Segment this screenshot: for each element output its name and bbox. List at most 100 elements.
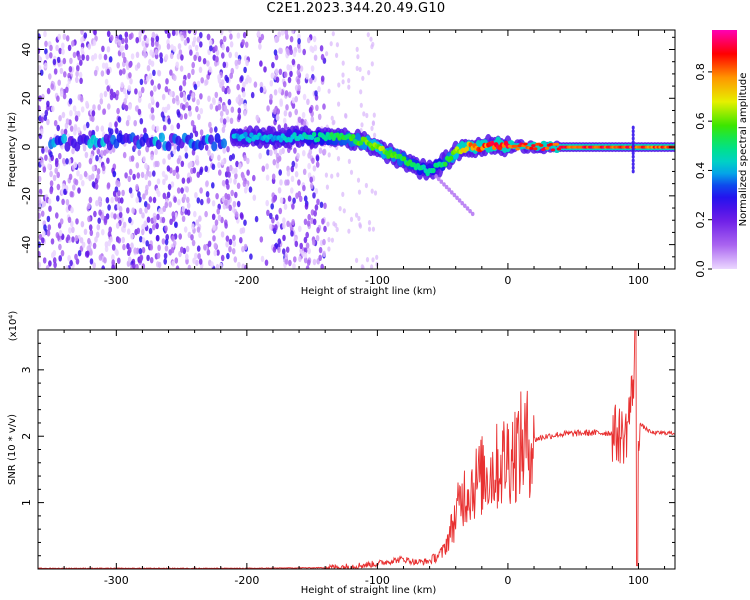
noise-dot	[59, 218, 64, 225]
noise-dot	[302, 150, 306, 157]
noise-dot	[128, 61, 132, 68]
noise-dot	[204, 165, 208, 172]
noise-dot	[265, 163, 269, 170]
noise-dot	[164, 54, 169, 61]
noise-dot	[240, 75, 244, 82]
top-x-tick-label: 0	[504, 274, 511, 287]
noise-dot	[91, 115, 95, 123]
colorbar-tick-label: 0.2	[694, 211, 707, 229]
noise-dot	[148, 227, 153, 235]
noise-dot	[196, 80, 201, 88]
noise-dot	[317, 85, 321, 93]
noise-dot	[320, 75, 325, 82]
noise-dot	[117, 197, 121, 204]
noise-dot	[187, 105, 192, 112]
noise-dot	[192, 124, 197, 132]
noise-dot	[287, 195, 292, 202]
noise-dot	[331, 120, 335, 126]
noise-dot	[75, 258, 80, 265]
signal-blob	[211, 141, 218, 152]
noise-dot	[103, 149, 107, 156]
noise-dot	[276, 157, 280, 164]
signal-blob	[448, 155, 454, 161]
noise-dot	[171, 30, 176, 37]
noise-dot	[246, 169, 250, 176]
noise-dot	[199, 107, 204, 115]
noise-dot	[138, 207, 143, 215]
noise-dot	[347, 228, 351, 234]
noise-dot	[280, 30, 285, 36]
noise-dot	[234, 172, 238, 180]
noise-dot	[128, 216, 132, 224]
noise-dot	[246, 157, 250, 165]
noise-dot	[296, 69, 301, 76]
noise-dot	[289, 36, 294, 43]
signal-blob	[315, 136, 321, 142]
noise-dot	[244, 78, 249, 85]
noise-dot	[255, 114, 260, 122]
noise-dot	[369, 36, 373, 42]
noise-dot	[123, 98, 127, 105]
noise-dot	[124, 31, 129, 38]
noise-dot	[91, 129, 96, 137]
noise-dot	[148, 171, 152, 178]
noise-dot	[370, 125, 374, 131]
noise-dot	[110, 212, 114, 219]
noise-dot	[197, 253, 201, 260]
top-y-tick-label: 40	[20, 43, 33, 57]
chart-title: C2E1.2023.344.20.49.G10	[266, 1, 446, 16]
noise-dot	[262, 85, 267, 93]
noise-dot	[98, 209, 102, 216]
noise-dot	[356, 177, 361, 183]
noise-dot	[101, 229, 105, 236]
noise-dot	[294, 162, 298, 169]
noise-dot	[211, 200, 216, 207]
noise-dot	[236, 200, 241, 208]
noise-dot	[152, 196, 157, 204]
noise-dot	[38, 261, 42, 269]
signal-blob	[221, 138, 227, 149]
noise-dot	[192, 167, 197, 174]
noise-dot	[229, 117, 234, 125]
noise-dot	[219, 110, 224, 118]
noise-dot	[101, 62, 106, 69]
noise-dot	[277, 31, 282, 38]
noise-dot	[297, 38, 301, 45]
noise-dot	[327, 88, 331, 94]
top-x-tick-label: 100	[628, 274, 649, 287]
noise-dot	[46, 118, 50, 126]
noise-dot	[187, 30, 192, 34]
noise-dot	[291, 97, 296, 104]
noise-dot	[200, 198, 204, 206]
noise-dot	[320, 263, 324, 269]
noise-dot	[311, 157, 315, 164]
noise-dot	[77, 187, 81, 194]
noise-dot	[323, 225, 327, 233]
noise-dot	[323, 202, 327, 209]
noise-dot	[108, 121, 113, 129]
noise-dot	[312, 35, 317, 43]
noise-dot	[181, 205, 186, 213]
noise-dot	[68, 173, 73, 180]
noise-dot	[75, 76, 79, 84]
noise-dot	[96, 224, 101, 231]
noise-dot	[133, 120, 137, 127]
noise-dot	[48, 205, 52, 212]
noise-dot	[136, 227, 141, 234]
noise-dot	[307, 36, 311, 44]
noise-dot	[51, 105, 55, 113]
noise-dot	[167, 32, 171, 39]
noise-dot	[154, 148, 158, 156]
noise-dot	[211, 182, 215, 189]
noise-dot	[121, 52, 126, 59]
noise-dot	[148, 72, 153, 80]
noise-dot	[213, 249, 218, 257]
noise-dot	[56, 95, 60, 102]
noise-dot	[194, 192, 198, 199]
noise-dot	[174, 221, 178, 228]
noise-dot	[207, 240, 212, 247]
colorbar-tick-label: 0.4	[694, 162, 707, 180]
noise-dot	[57, 33, 61, 41]
noise-dot	[195, 105, 199, 113]
noise-dot	[308, 106, 313, 114]
